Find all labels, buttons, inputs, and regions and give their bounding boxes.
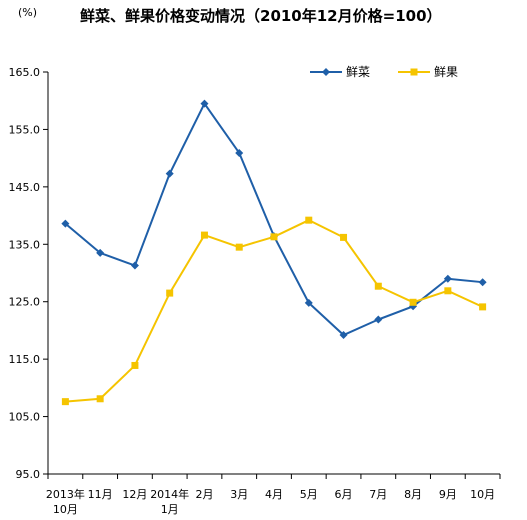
x-tick-label: 1月 bbox=[161, 503, 179, 516]
y-tick-label: 95.0 bbox=[16, 468, 41, 481]
chart-title: 鲜菜、鲜果价格变动情况（2010年12月价格=100） bbox=[80, 7, 442, 25]
x-tick-label: 7月 bbox=[369, 488, 387, 501]
data-point bbox=[305, 216, 313, 224]
legend-marker bbox=[322, 68, 330, 76]
data-point bbox=[200, 99, 209, 108]
x-tick-label: 11月 bbox=[88, 488, 113, 501]
series-1 bbox=[61, 99, 487, 340]
data-point bbox=[96, 395, 104, 403]
data-point bbox=[61, 398, 69, 406]
x-tick-label: 3月 bbox=[230, 488, 248, 501]
data-point bbox=[409, 298, 417, 306]
data-point bbox=[374, 282, 382, 290]
data-point bbox=[374, 315, 383, 324]
x-tick-label: 2月 bbox=[195, 488, 213, 501]
data-point bbox=[340, 233, 348, 241]
data-point bbox=[444, 287, 452, 295]
data-point bbox=[339, 331, 348, 340]
y-tick-label: 105.0 bbox=[9, 411, 41, 424]
data-point bbox=[130, 261, 139, 270]
axes: 95.0 105.0 115.0 125.0 135.0 145.0 155.0 165.0 2… bbox=[9, 66, 501, 516]
data-point bbox=[131, 361, 139, 369]
series-line bbox=[65, 219, 484, 403]
x-tick-label: 4月 bbox=[265, 488, 283, 501]
data-point bbox=[61, 219, 70, 228]
data-point bbox=[165, 169, 174, 178]
legend: 鲜菜 鲜果 bbox=[310, 65, 458, 79]
x-tick-label: 2014年 bbox=[150, 487, 189, 501]
y-axis-unit: (%) bbox=[18, 6, 37, 19]
x-tick-label: 2013年 bbox=[46, 487, 85, 501]
data-point bbox=[443, 274, 452, 283]
data-point bbox=[270, 233, 278, 241]
x-tick-label: 10月 bbox=[53, 503, 78, 516]
series-2 bbox=[61, 216, 487, 406]
x-tick-label: 10月 bbox=[470, 488, 495, 501]
y-tick-label: 165.0 bbox=[9, 66, 41, 79]
data-point bbox=[235, 243, 243, 251]
x-tick-label: 12月 bbox=[122, 488, 147, 501]
y-tick-label: 115.0 bbox=[9, 353, 41, 366]
y-tick-label: 145.0 bbox=[9, 181, 41, 194]
legend-marker bbox=[410, 68, 418, 76]
data-point bbox=[200, 231, 208, 239]
y-tick-label: 125.0 bbox=[9, 296, 41, 309]
data-point bbox=[304, 298, 313, 307]
data-point bbox=[478, 278, 487, 287]
data-point bbox=[166, 289, 174, 297]
x-tick-label: 9月 bbox=[439, 488, 457, 501]
x-tick-label: 5月 bbox=[300, 488, 318, 501]
series-layer bbox=[61, 99, 487, 406]
y-tick-label: 135.0 bbox=[9, 238, 41, 251]
legend-label: 鲜菜 bbox=[346, 65, 370, 79]
data-point bbox=[235, 148, 244, 157]
data-point bbox=[479, 303, 487, 311]
y-tick-label: 155.0 bbox=[9, 123, 41, 136]
legend-label: 鲜果 bbox=[434, 65, 458, 79]
data-point bbox=[96, 248, 105, 257]
legend-item: 鲜果 bbox=[398, 65, 458, 79]
x-tick-label: 8月 bbox=[404, 488, 422, 501]
x-tick-label: 6月 bbox=[335, 488, 353, 501]
legend-item: 鲜菜 bbox=[310, 65, 370, 79]
